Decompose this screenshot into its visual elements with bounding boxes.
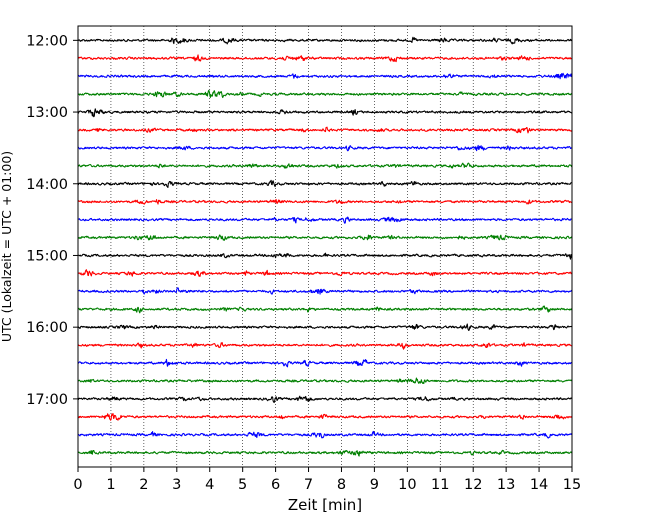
y-tick-label: 13:00 bbox=[26, 105, 68, 121]
x-tick-label: 9 bbox=[370, 477, 379, 493]
trace-1445 bbox=[77, 234, 573, 241]
trace-1415 bbox=[77, 198, 573, 205]
x-tick-label: 13 bbox=[497, 477, 515, 493]
trace-1400 bbox=[77, 179, 573, 189]
trace-1315 bbox=[77, 126, 573, 134]
tick-layer: 0 1 2 3 4 5 6 7 8 9 10 11 12 13 14 1512:0013:0014:0015:… bbox=[26, 33, 581, 493]
x-tick-label: 7 bbox=[304, 477, 313, 493]
trace-1200 bbox=[77, 36, 573, 45]
trace-1700 bbox=[77, 395, 573, 404]
trace-1500 bbox=[77, 252, 573, 260]
y-tick-label: 16:00 bbox=[26, 320, 68, 336]
x-tick-label: 11 bbox=[431, 477, 449, 493]
y-tick-label: 17:00 bbox=[26, 392, 68, 408]
x-tick-label: 1 bbox=[106, 477, 115, 493]
y-axis-title: UTC (Lokalzeit = UTC + 01:00) bbox=[0, 151, 14, 342]
trace-layer bbox=[77, 36, 573, 457]
trace-1330 bbox=[77, 144, 573, 152]
x-axis-title: Zeit [min] bbox=[288, 496, 362, 514]
y-tick-label: 12:00 bbox=[26, 33, 68, 49]
x-tick-label: 12 bbox=[464, 477, 482, 493]
trace-1230 bbox=[77, 72, 573, 80]
trace-1530 bbox=[77, 287, 573, 295]
trace-1545 bbox=[77, 305, 573, 314]
trace-1245 bbox=[77, 89, 573, 99]
trace-1615 bbox=[77, 342, 573, 350]
x-tick-label: 4 bbox=[205, 477, 214, 493]
trace-1300 bbox=[77, 108, 573, 118]
x-tick-label: 6 bbox=[271, 477, 280, 493]
x-tick-label: 2 bbox=[139, 477, 148, 493]
x-tick-label: 0 bbox=[73, 477, 82, 493]
x-tick-label: 14 bbox=[530, 477, 548, 493]
x-tick-label: 5 bbox=[238, 477, 247, 493]
plot-frame bbox=[77, 25, 573, 468]
x-tick-label: 10 bbox=[398, 477, 416, 493]
y-tick-label: 15:00 bbox=[26, 248, 68, 264]
trace-1345 bbox=[77, 162, 573, 169]
trace-1215 bbox=[77, 54, 573, 63]
trace-1600 bbox=[77, 323, 573, 331]
trace-1430 bbox=[77, 216, 573, 224]
trace-1630 bbox=[77, 358, 573, 368]
trace-1515 bbox=[77, 269, 573, 277]
x-tick-label: 3 bbox=[172, 477, 181, 493]
x-tick-label: 8 bbox=[337, 477, 346, 493]
trace-1715 bbox=[77, 413, 573, 421]
trace-1730 bbox=[77, 430, 573, 439]
trace-1645 bbox=[77, 377, 573, 385]
x-tick-label: 15 bbox=[563, 477, 581, 493]
y-tick-label: 14:00 bbox=[26, 177, 68, 193]
trace-1745 bbox=[77, 449, 573, 457]
